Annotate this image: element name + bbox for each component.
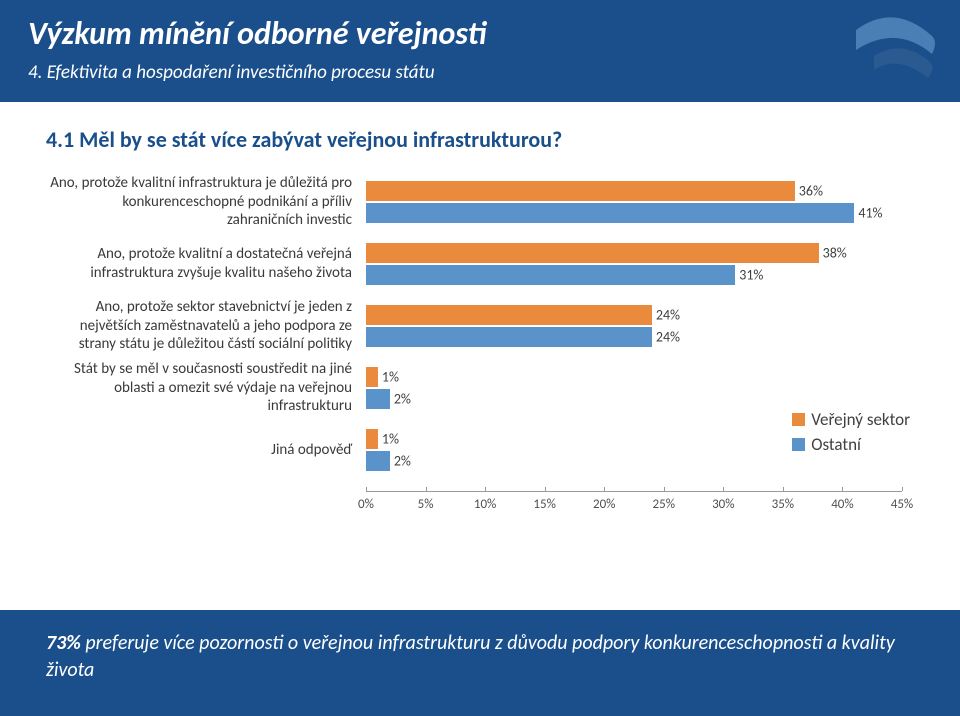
footer-text: preferuje více pozornosti o veřejnou inf… (46, 631, 895, 682)
x-tick-label: 25% (653, 497, 675, 512)
chart-row: Ano, protože kvalitní a dostatečná veřej… (46, 233, 916, 295)
bar: 36% (366, 181, 795, 201)
bar: 1% (366, 429, 378, 449)
x-tick (842, 487, 843, 491)
logo-icon (846, 10, 938, 87)
category-label: Ano, protože kvalitní infrastruktura je … (46, 174, 366, 230)
chart-row: Ano, protože kvalitní infrastruktura je … (46, 171, 916, 233)
bar: 41% (366, 203, 854, 223)
question-heading: 4.1 Měl by se stát více zabývat veřejnou… (46, 126, 960, 153)
bar-value-label: 2% (394, 453, 411, 470)
x-tick (902, 487, 903, 491)
x-tick-label: 30% (712, 497, 734, 512)
footer-percent: 73% (46, 631, 81, 655)
bar-value-label: 38% (823, 245, 847, 262)
slide-subtitle: 4. Efektivita a hospodaření investičního… (28, 61, 932, 84)
x-tick-label: 0% (358, 497, 374, 512)
x-axis: 0%5%10%15%20%25%30%35%40%45% (366, 491, 902, 511)
category-label: Ano, protože kvalitní a dostatečná veřej… (46, 245, 366, 283)
footer-note: 73% preferuje více pozornosti o veřejnou… (0, 610, 960, 716)
x-tick-label: 45% (891, 497, 913, 512)
bar-value-label: 24% (656, 307, 680, 324)
bar-value-label: 1% (382, 431, 399, 448)
x-tick-label: 5% (418, 497, 434, 512)
x-tick-label: 15% (533, 497, 555, 512)
x-tick (485, 487, 486, 491)
x-tick-label: 10% (474, 497, 496, 512)
bar: 2% (366, 389, 390, 409)
category-label: Stát by se měl v současnosti soustředit … (46, 360, 366, 416)
legend: Veřejný sektor Ostatní (792, 409, 910, 459)
bar: 1% (366, 367, 378, 387)
bar-value-label: 2% (394, 391, 411, 408)
chart-row: Ano, protože sektor stavebnictví je jede… (46, 295, 916, 357)
category-label: Ano, protože sektor stavebnictví je jede… (46, 298, 366, 354)
x-tick (545, 487, 546, 491)
x-tick-label: 20% (593, 497, 615, 512)
bar: 24% (366, 305, 652, 325)
bar: 38% (366, 243, 819, 263)
x-tick (604, 487, 605, 491)
bar-value-label: 24% (656, 329, 680, 346)
x-tick-label: 35% (772, 497, 794, 512)
bar: 2% (366, 451, 390, 471)
legend-swatch (792, 413, 805, 426)
bars-wrapper: 24%24% (366, 295, 902, 357)
chart-row: Stát by se měl v současnosti soustředit … (46, 357, 916, 419)
header: Výzkum mínění odborné veřejnosti 4. Efek… (0, 0, 960, 102)
x-tick-label: 40% (831, 497, 853, 512)
bar-chart: Ano, protože kvalitní infrastruktura je … (46, 171, 916, 571)
chart-row: Jiná odpověď1%2% (46, 419, 916, 481)
category-label: Jiná odpověď (46, 441, 366, 460)
bar: 31% (366, 265, 735, 285)
bar-value-label: 1% (382, 369, 399, 386)
slide-title: Výzkum mínění odborné veřejnosti (28, 14, 932, 53)
x-tick (426, 487, 427, 491)
bar-value-label: 41% (858, 205, 882, 222)
legend-swatch (792, 438, 805, 451)
legend-item: Ostatní (792, 434, 910, 455)
legend-label: Veřejný sektor (811, 409, 910, 430)
x-tick (783, 487, 784, 491)
bar: 24% (366, 327, 652, 347)
bar-value-label: 31% (739, 267, 763, 284)
legend-item: Veřejný sektor (792, 409, 910, 430)
slide: Výzkum mínění odborné veřejnosti 4. Efek… (0, 0, 960, 716)
legend-label: Ostatní (811, 434, 861, 455)
bar-value-label: 36% (799, 183, 823, 200)
x-tick (723, 487, 724, 491)
bars-wrapper: 38%31% (366, 233, 902, 295)
bars-wrapper: 36%41% (366, 171, 902, 233)
x-tick (366, 487, 367, 491)
x-tick (664, 487, 665, 491)
x-axis-line (366, 491, 902, 492)
